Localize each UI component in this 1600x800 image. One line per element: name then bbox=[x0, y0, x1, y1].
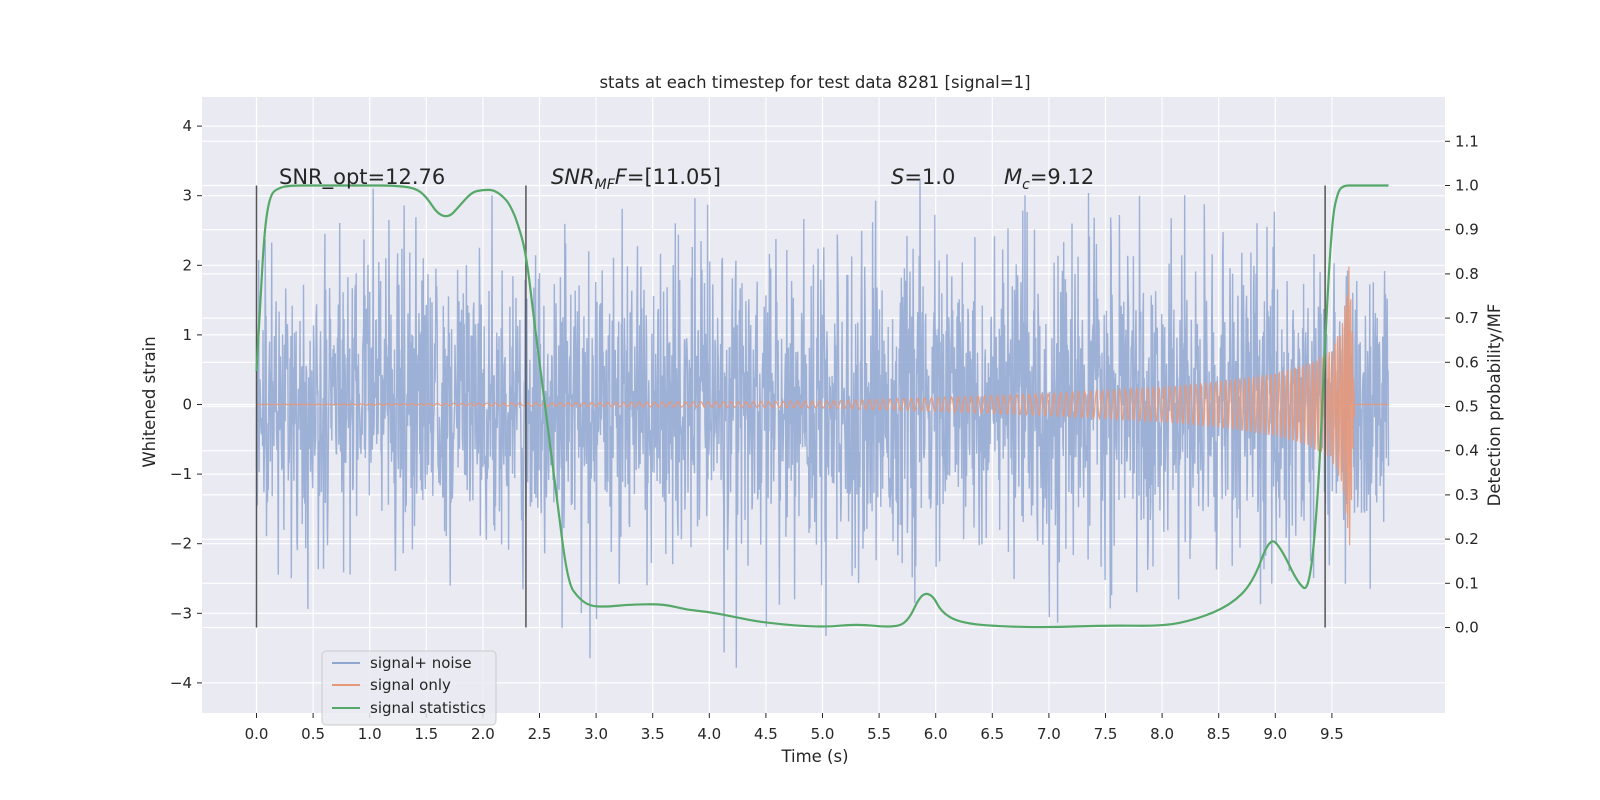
series-signal-statistics bbox=[255, 184, 1389, 629]
y-axis-label: Whitened strain bbox=[140, 336, 159, 467]
x-tick-label: 4.0 bbox=[697, 725, 721, 743]
y2-tick-label: 0.0 bbox=[1455, 619, 1479, 637]
x-tick-label: 9.5 bbox=[1320, 725, 1344, 743]
y-tick-label: 3 bbox=[182, 187, 192, 205]
x-tick-label: 2.5 bbox=[528, 725, 552, 743]
legend-label-statistics: signal statistics bbox=[370, 699, 486, 717]
x-tick-label: 7.5 bbox=[1094, 725, 1118, 743]
signal-trace bbox=[256, 266, 1389, 546]
x-tick-label: 5.5 bbox=[867, 725, 891, 743]
x-tick-label: 0.5 bbox=[301, 725, 325, 743]
x-tick-label: 3.5 bbox=[641, 725, 665, 743]
x-tick-label: 7.0 bbox=[1037, 725, 1061, 743]
x-tick-label: 1.5 bbox=[414, 725, 438, 743]
statistics-trace bbox=[255, 184, 1389, 629]
y-tick-label: 0 bbox=[182, 396, 192, 414]
y-tick-label: 2 bbox=[182, 256, 192, 274]
y-tick-label: −3 bbox=[170, 604, 192, 622]
chart-title: stats at each timestep for test data 828… bbox=[599, 73, 1030, 92]
y-tick-label: 1 bbox=[182, 326, 192, 344]
x-tick-label: 9.0 bbox=[1263, 725, 1287, 743]
y2-tick-label: 0.8 bbox=[1455, 265, 1479, 283]
legend: signal+ noise signal only signal statist… bbox=[321, 650, 497, 726]
legend-box bbox=[321, 650, 497, 726]
annotation-s: S=1.0 bbox=[891, 165, 955, 189]
y2-tick-label: 1.1 bbox=[1455, 132, 1479, 150]
x-tick-label: 1.0 bbox=[358, 725, 382, 743]
y2-tick-label: 0.2 bbox=[1455, 530, 1479, 548]
x-tick-label: 8.5 bbox=[1207, 725, 1231, 743]
y2-tick-label: 0.1 bbox=[1455, 574, 1479, 592]
x-tick-label: 6.5 bbox=[980, 725, 1004, 743]
noise-trace bbox=[255, 178, 1390, 668]
y2-tick-label: 0.6 bbox=[1455, 353, 1479, 371]
series-signal-plus-noise bbox=[255, 178, 1390, 668]
legend-label-signal: signal only bbox=[370, 676, 451, 694]
y2-tick-label: 0.5 bbox=[1455, 398, 1479, 416]
x-tick-label: 5.0 bbox=[811, 725, 835, 743]
y-tick-label: −2 bbox=[170, 535, 192, 553]
series-signal-only bbox=[256, 266, 1389, 546]
y2-tick-label: 0.7 bbox=[1455, 309, 1479, 327]
axes: 0.0 0.5 1.0 1.5 2.0 2.5 3.0 3.5 4.0 4.5 5.0 5.5 6.0 6… bbox=[170, 117, 1479, 743]
annotation-mc: Mc=9.12 bbox=[1004, 165, 1094, 193]
y2-axis-label: Detection probability/MF bbox=[1485, 304, 1504, 507]
x-tick-label: 2.0 bbox=[471, 725, 495, 743]
y2-tick-label: 0.9 bbox=[1455, 221, 1479, 239]
x-tick-label: 8.0 bbox=[1150, 725, 1174, 743]
y-tick-label: −1 bbox=[170, 465, 192, 483]
annotation-snr-opt: SNR_opt=12.76 bbox=[279, 165, 445, 190]
x-tick-label: 6.0 bbox=[924, 725, 948, 743]
y2-tick-label: 0.4 bbox=[1455, 442, 1479, 460]
x-tick-label: 3.0 bbox=[584, 725, 608, 743]
legend-label-noise: signal+ noise bbox=[370, 654, 472, 672]
annotation-snr-mf: SNRMFF=[11.05] bbox=[551, 165, 721, 193]
y-tick-label: 4 bbox=[182, 117, 192, 135]
x-tick-label: 0.0 bbox=[245, 725, 269, 743]
y2-tick-label: 0.3 bbox=[1455, 486, 1479, 504]
x-tick-label: 4.5 bbox=[754, 725, 778, 743]
y-tick-label: −4 bbox=[170, 674, 192, 692]
x-axis-label: Time (s) bbox=[780, 747, 848, 766]
y2-tick-label: 1.0 bbox=[1455, 177, 1479, 195]
